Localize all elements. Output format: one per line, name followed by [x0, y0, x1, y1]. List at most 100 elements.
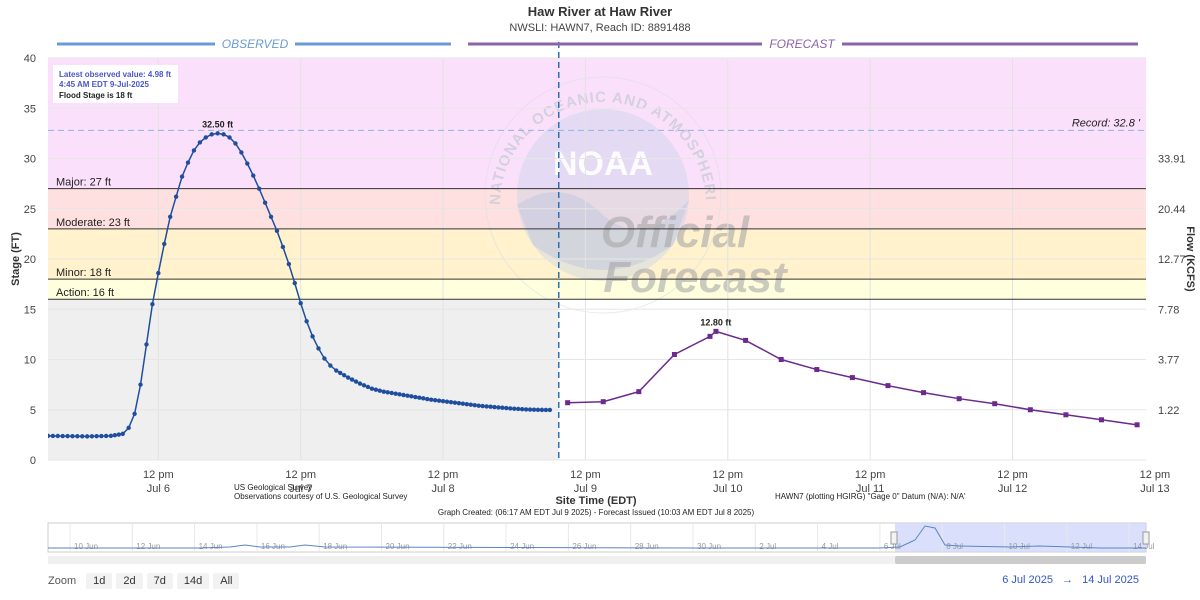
- observed-point: [50, 433, 56, 439]
- x-tick-label-date: Jul 10: [713, 483, 742, 495]
- observed-point: [156, 270, 161, 276]
- observed-point: [385, 390, 390, 395]
- observed-point: [539, 407, 545, 413]
- peak-label: 12.80 ft: [700, 317, 731, 327]
- credit-usgs: US Geological Survey: [234, 483, 312, 492]
- observed-point: [99, 433, 104, 439]
- observed-point: [357, 381, 363, 386]
- forecast-point: [1134, 422, 1140, 428]
- noaa-ring: [484, 76, 722, 314]
- observed-point: [256, 186, 262, 191]
- navigator-date-label: 30 Jun: [697, 542, 721, 551]
- observed-point: [89, 434, 95, 439]
- observed-point: [531, 407, 537, 412]
- record-label: Record: 32.8 ': [1072, 117, 1141, 129]
- observed-point: [512, 406, 517, 411]
- observed-point: [203, 135, 208, 140]
- observed-point: [209, 132, 214, 137]
- navigator-date-label: 12 Jul: [1071, 542, 1093, 551]
- zoom-1d-button[interactable]: 1d: [86, 573, 113, 589]
- forecast-point: [600, 399, 606, 405]
- forecast-line: [567, 330, 1138, 426]
- zoom-2d-button[interactable]: 2d: [116, 573, 143, 589]
- observed-point: [310, 334, 315, 339]
- flow-tick-label: 20.44: [1158, 204, 1186, 216]
- forecast-point: [814, 367, 820, 373]
- observed-point: [144, 342, 149, 347]
- x-tick-label-date: Jul 8: [431, 483, 454, 495]
- flow-tick-label: 33.91: [1158, 154, 1186, 166]
- zoom-7d-button[interactable]: 7d: [146, 573, 173, 589]
- observed-point: [221, 132, 226, 137]
- range-to[interactable]: 14 Jul 2025: [1082, 574, 1139, 586]
- navigator-date-label: 20 Jun: [386, 542, 410, 551]
- forecast-label-bg: [762, 37, 842, 51]
- y-tick-label: 0: [30, 455, 36, 467]
- observed-point: [197, 140, 203, 145]
- zoom-all-button[interactable]: All: [213, 573, 240, 589]
- observed-point: [120, 431, 125, 437]
- observed-shade-rect: [48, 299, 559, 460]
- navigator-scrollbar-thumb[interactable]: [895, 556, 1146, 564]
- observed-point: [338, 370, 343, 376]
- observed-point: [251, 173, 256, 178]
- forecast-point: [671, 351, 677, 357]
- threshold-label: Moderate: 23 ft: [56, 217, 130, 229]
- flow-tick-label: 3.77: [1158, 355, 1179, 367]
- observed-point: [55, 433, 60, 439]
- observed-point: [393, 391, 398, 396]
- observed-shade: [48, 299, 559, 460]
- x-tick-label-time: 12 pm: [143, 469, 174, 481]
- navigator-selection[interactable]: [895, 523, 1146, 552]
- navigator-handle[interactable]: [890, 531, 898, 545]
- flow-tick-label: 1.22: [1158, 405, 1179, 417]
- navigator-date-label: 14 Jun: [199, 542, 223, 551]
- observed-point: [460, 401, 466, 406]
- observed-point: [381, 389, 386, 394]
- x-tick-label-time: 12 pm: [997, 469, 1028, 481]
- observed-point: [316, 346, 321, 351]
- navigator-handle[interactable]: [1142, 531, 1150, 545]
- observed-point: [484, 404, 489, 409]
- observed-point: [429, 397, 434, 402]
- observed-point: [504, 405, 509, 411]
- range-from[interactable]: 6 Jul 2025: [1002, 574, 1053, 586]
- zoom-14d-button[interactable]: 14d: [176, 573, 210, 589]
- info-latest-time: 4:45 AM EDT 9-Jul-2025: [59, 80, 150, 89]
- observed-point: [138, 382, 143, 387]
- observed-point: [322, 356, 327, 361]
- forecast-point: [1027, 407, 1033, 413]
- credit-observations: Observations courtesy of U.S. Geological…: [234, 492, 407, 501]
- major-band: [48, 58, 1146, 189]
- observed-point: [444, 399, 450, 404]
- observed-point: [75, 434, 80, 439]
- observed-point: [162, 241, 167, 247]
- chart-title: Haw River at Haw River: [527, 4, 673, 19]
- y-tick-label: 20: [24, 254, 36, 266]
- observed-point: [173, 194, 179, 199]
- zoom-bar: Zoom 1d 2d 7d 14d All: [48, 572, 240, 590]
- navigator-series: [48, 525, 1146, 549]
- observed-point: [65, 433, 70, 439]
- observed-point: [84, 434, 90, 439]
- range-arrow: →: [1062, 574, 1074, 586]
- observed-point: [516, 406, 521, 412]
- navigator[interactable]: 10 Jun 12 Jun 14 Jun 16 Jun 18 Jun 20 Jun 22 J…: [47, 522, 1155, 564]
- flood-category-bands: [48, 58, 1146, 300]
- observed-point: [361, 383, 367, 388]
- observed-point: [425, 396, 430, 402]
- forecast-label: FORECAST: [769, 37, 836, 51]
- navigator-scrollbar-track[interactable]: [48, 556, 1146, 564]
- watermark-forecast: Forecast: [603, 253, 789, 302]
- graph-created-note: Graph Created: (06:17 AM EDT Jul 9 2025)…: [438, 508, 755, 517]
- y-tick-label: 5: [30, 405, 36, 417]
- observed-point: [342, 373, 347, 378]
- x-tick-label-date: Jul 11: [856, 483, 885, 495]
- observed-point: [262, 200, 268, 205]
- observed-point: [500, 405, 505, 410]
- observed-point: [389, 390, 394, 396]
- observed-point: [126, 425, 131, 431]
- observed-point: [496, 405, 501, 410]
- chart-subtitle: NWSLI: HAWN7, Reach ID: 8891488: [509, 22, 691, 34]
- observed-point: [185, 160, 191, 165]
